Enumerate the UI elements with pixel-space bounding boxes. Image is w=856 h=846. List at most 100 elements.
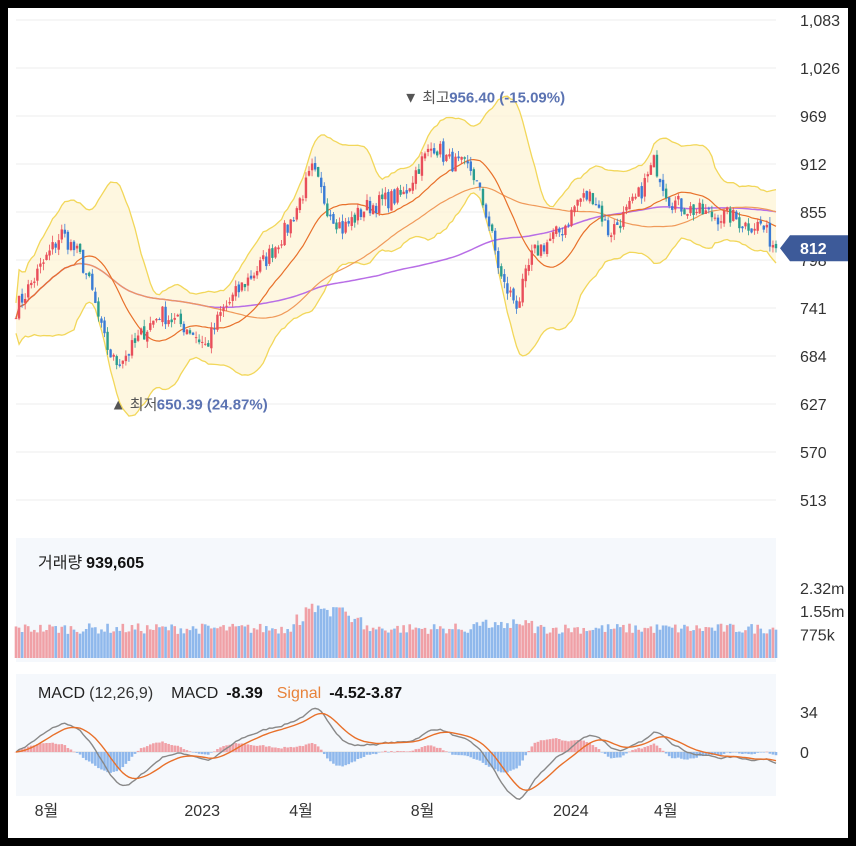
volume-bar [45,630,48,658]
macd-histogram-bar [649,744,653,752]
macd-histogram-bar [127,752,131,761]
candle-body [539,244,543,256]
volume-bar [768,629,772,658]
macd-histogram-bar [274,747,277,752]
price-tick-label: 627 [800,397,827,414]
macd-histogram-bar [725,752,729,753]
macd-histogram-bar [350,752,354,763]
macd-histogram-bar [371,752,375,754]
volume-bar [359,617,363,658]
volume-bar [60,626,64,658]
candle-body [179,313,183,325]
volume-bar [347,615,350,658]
volume-bar [634,625,637,658]
volume-bar [170,624,173,658]
candle-body [97,301,100,317]
candle-body [469,161,472,171]
macd-histogram-bar [533,742,537,752]
candle-body [436,151,439,156]
candle-body [646,174,650,177]
volume-bar [652,632,656,658]
candle-body [85,273,88,275]
candle-body [597,204,601,208]
volume-bar [161,626,164,658]
macd-histogram-bar [292,747,296,752]
volume-bar [148,629,152,658]
volume-bar [264,626,268,658]
candle-body [753,228,756,231]
volume-bar [298,624,302,658]
volume-bar [78,633,82,658]
macd-histogram-bar [133,752,137,754]
candle-body [408,188,411,192]
volume-bar [487,627,491,658]
volume-bar [210,628,213,658]
volume-bar [469,629,473,658]
candle-body [332,214,335,224]
candle-body [295,208,299,220]
macd-histogram-bar [771,752,775,755]
volume-bar [365,625,369,658]
candle-body [149,323,152,330]
macd-histogram-bar [573,740,576,752]
candle-body [338,222,341,229]
volume-bar [509,627,512,658]
macd-histogram-bar [735,752,738,753]
volume-bar [484,619,488,658]
candle-body [729,208,732,223]
candle-body [384,192,387,200]
macd-histogram-bar [57,744,61,752]
high-marker: ▼ 최고 [403,90,450,107]
candle-body [704,210,707,214]
macd-histogram-bar [628,751,631,753]
macd-histogram-bar [448,752,451,753]
macd-histogram-bar [472,752,476,759]
macd-histogram-bar [619,752,622,758]
volume-bar [26,626,30,658]
candle-body [750,228,753,233]
macd-histogram-bar [228,744,231,752]
macd-histogram-bar [512,752,515,770]
candle-body [390,191,393,211]
candle-body [423,153,427,159]
volume-bar [103,631,106,658]
candle-body [136,335,140,341]
volume-bar [362,629,366,658]
volume-bar [72,629,76,658]
candle-body [216,314,219,330]
volume-bar [280,626,283,658]
candle-body [347,221,350,224]
macd-histogram-bar [661,750,665,752]
candle-body [701,203,704,215]
volume-bar [664,625,668,658]
volume-bar [701,631,705,658]
candle-body [463,157,466,159]
candle-body [521,278,524,303]
macd-histogram-bar [280,748,283,752]
volume-bar [670,627,674,658]
candle-body [362,211,366,218]
macd-histogram-bar [454,752,457,755]
candle-body [320,177,323,188]
volume-bar [588,630,592,658]
candle-body [262,255,265,260]
volume-bar [380,628,384,658]
volume-bar [100,629,103,658]
macd-title: MACD [38,685,86,702]
macd-label: MACD (12,26,9) MACD -8.39 Signal -4.52-3.87 [38,685,402,703]
macd-histogram-bar [713,752,717,756]
candle-body [30,282,33,286]
candle-body [558,228,561,233]
volume-bar [554,627,558,658]
volume-bar [84,629,88,658]
volume-bar [628,623,631,658]
candle-body [63,229,67,234]
candle-body [411,182,414,191]
macd-histogram-bar [579,740,582,752]
volume-bar [594,627,598,658]
volume-bar [744,630,747,658]
chart-svg[interactable]: 1,0831,026969912855798741684627570513812… [8,8,848,838]
candle-body [45,254,48,260]
candle-body [493,230,497,251]
candle-body [530,250,534,265]
